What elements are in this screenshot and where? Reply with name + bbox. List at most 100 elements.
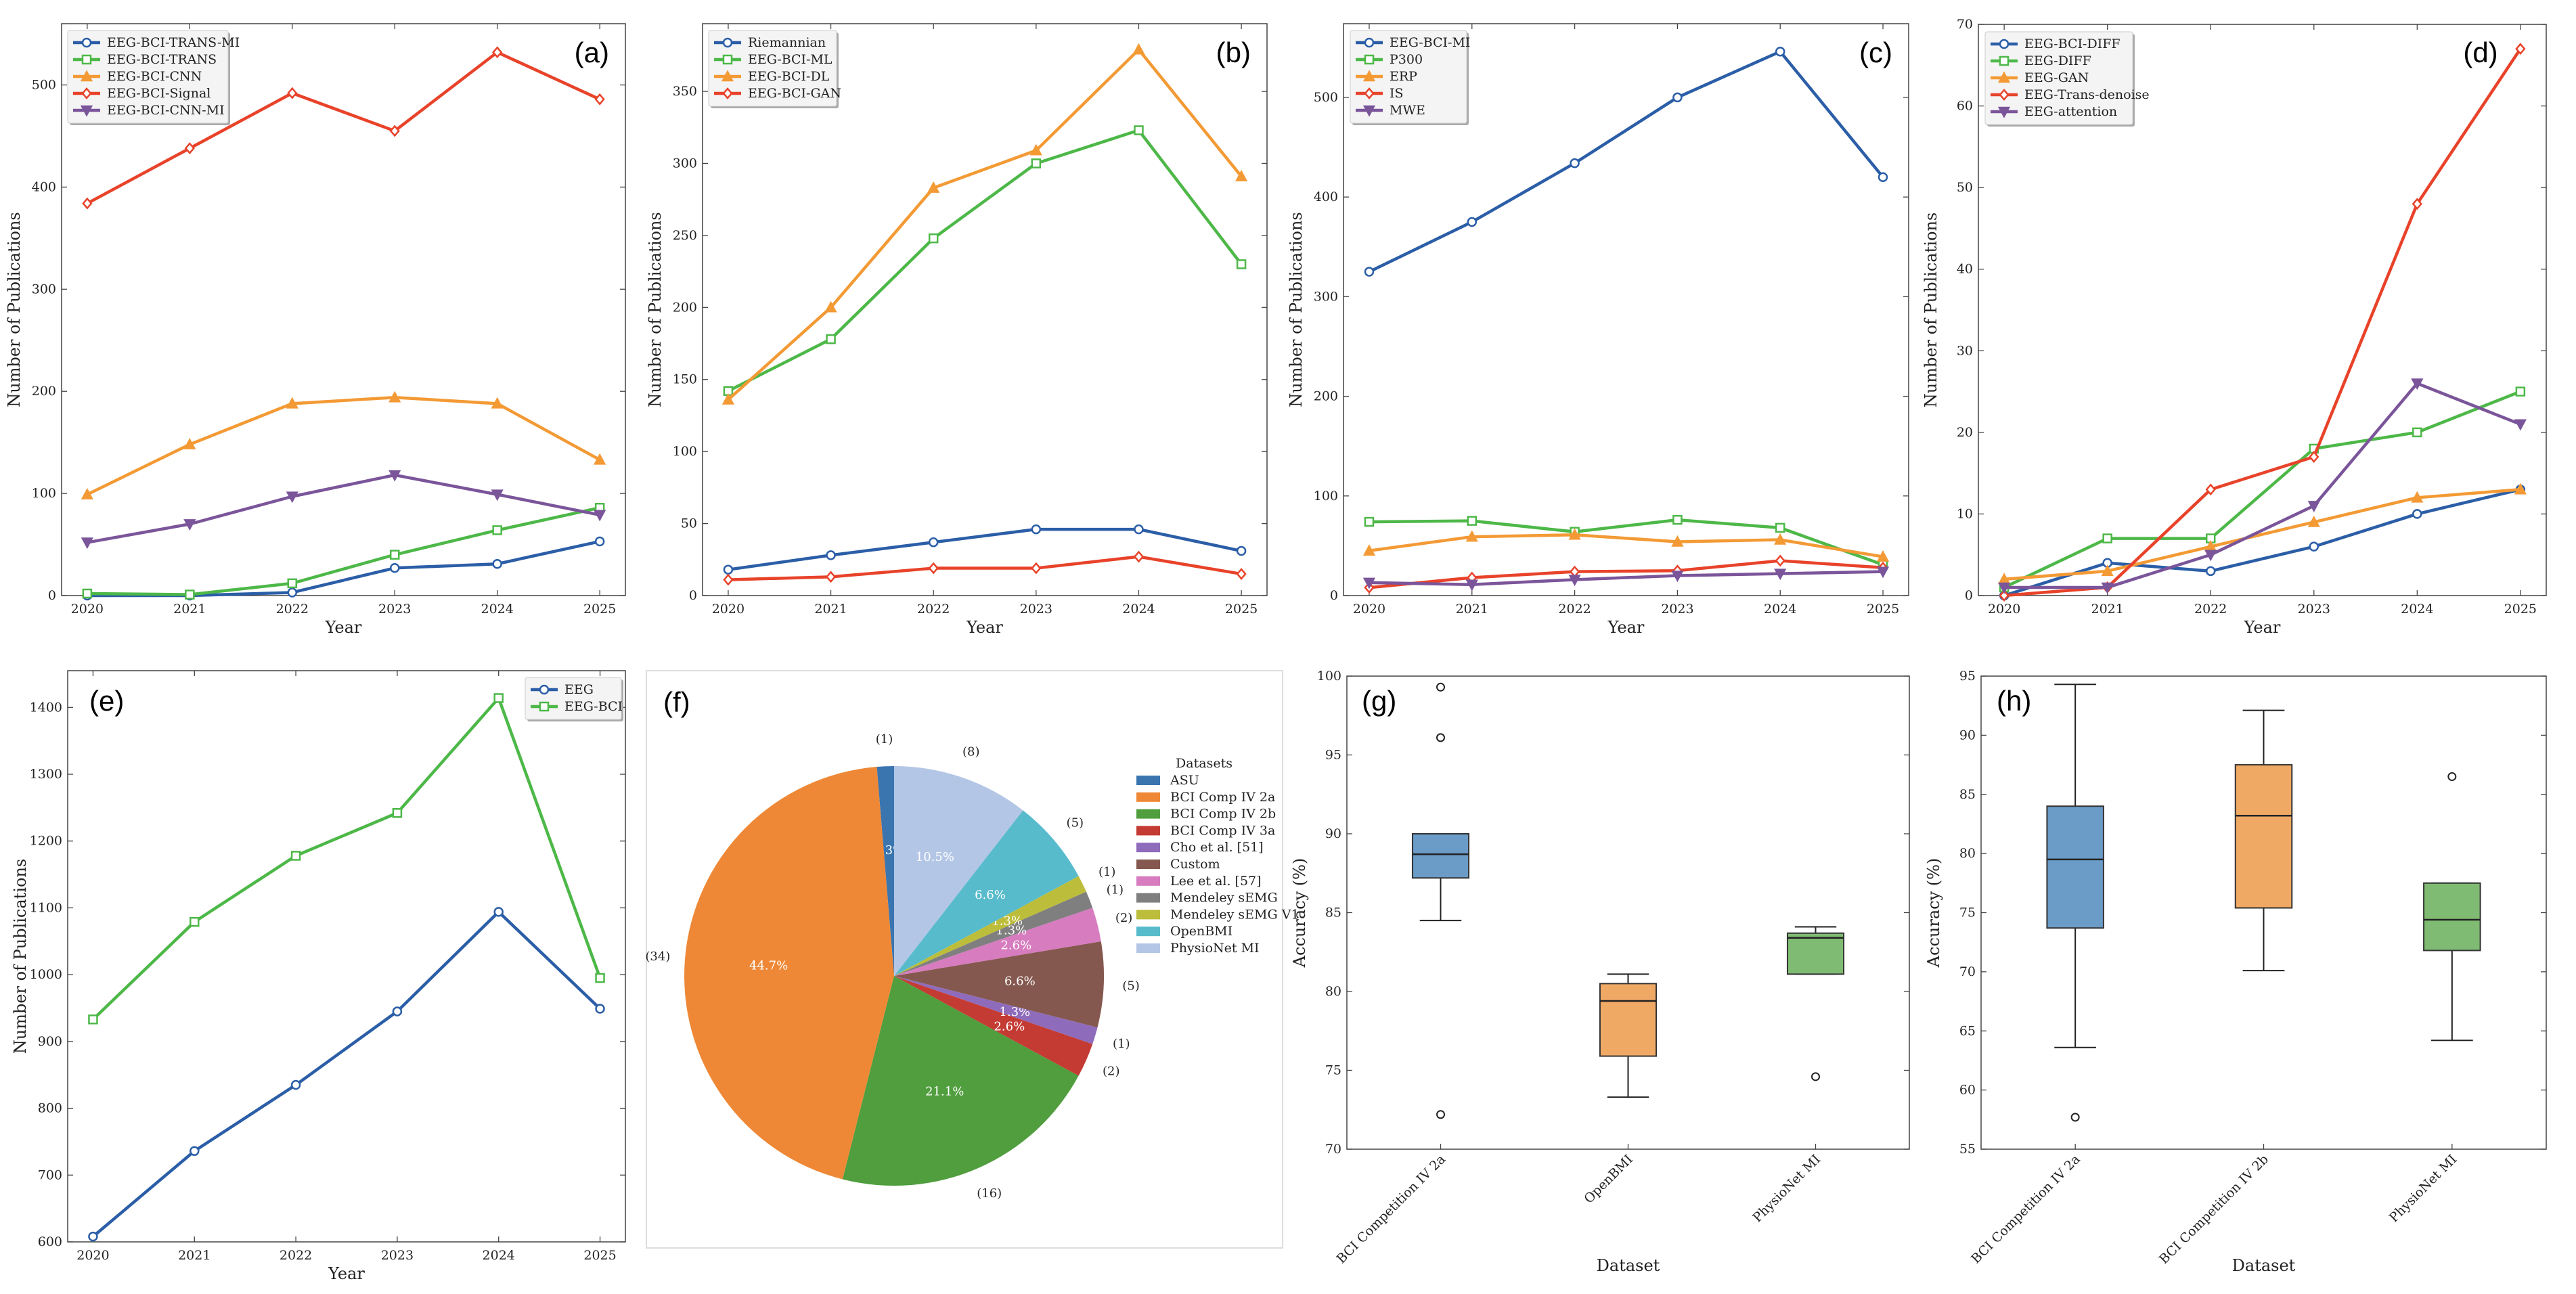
- pie-slice[interactable]: [894, 941, 1104, 1028]
- box-2: [1786, 926, 1845, 1081]
- data-point-square: [1672, 514, 1683, 525]
- outlier-point: [1811, 1072, 1820, 1081]
- series-line: [2003, 488, 2521, 581]
- data-point-circle: [2309, 541, 2319, 552]
- data-point-square: [492, 525, 502, 535]
- data-point-diamond: [81, 87, 92, 99]
- y-axis-label: Accuracy (%): [1290, 858, 1309, 968]
- y-tick-label: 50: [1957, 180, 1973, 195]
- data-point-diamond: [2205, 483, 2216, 496]
- data-point-triangle-up: [721, 70, 734, 82]
- y-tick-label: 0: [1965, 588, 1973, 603]
- data-point-triangle-up: [1029, 143, 1042, 156]
- pie-count-label: (1): [1113, 1037, 1130, 1051]
- x-axis-label: Year: [2244, 618, 2281, 637]
- data-point-triangle-up: [388, 391, 401, 403]
- pie-percent-label: 2.6%: [1000, 938, 1031, 952]
- data-point-triangle-down: [1876, 566, 1890, 579]
- x-tick-label: 2023: [1661, 602, 1693, 617]
- box-0: [1411, 682, 1470, 1119]
- panel-g: 70 75 80 85 90 95 100 Accuracy (%) (g) BCI Compet…: [1290, 669, 1910, 1275]
- y-tick-label: 95: [1325, 748, 1341, 763]
- legend-label: EEG-BCI-GAN: [748, 86, 841, 101]
- series-eeg-trans-denoise: [1999, 43, 2526, 602]
- data-point-triangle-down: [594, 510, 606, 522]
- data-point-triangle-up: [1998, 573, 2011, 585]
- box-1: [2234, 709, 2293, 972]
- x-axis-label: Year: [325, 618, 362, 637]
- legend-label: Lee et al. [57]: [1170, 874, 1262, 889]
- pie-slice[interactable]: [894, 891, 1093, 976]
- x-tick-label: 2025: [1225, 602, 1258, 617]
- x-tick-label: 2024: [481, 602, 514, 617]
- legend-label: EEG-Trans-denoise: [2024, 87, 2150, 102]
- series-line: [2003, 390, 2521, 589]
- legend-label: BCI Comp IV 3a: [1170, 823, 1275, 838]
- data-point-triangle-up: [1362, 544, 1376, 556]
- iqr-box: [2423, 882, 2481, 952]
- legend-label: Custom: [1170, 857, 1220, 872]
- data-point-triangle-up: [1774, 533, 1787, 545]
- data-point-square: [2515, 386, 2526, 397]
- legend-swatch: [1136, 792, 1160, 802]
- panel-b: 0 50 100 150 200 250 300 350 Number of Publicati…: [646, 23, 1268, 637]
- x-tick-label: PhysioNet MI: [2386, 1152, 2460, 1226]
- outlier-point: [2070, 1113, 2080, 1122]
- data-point-triangle-down: [2204, 550, 2217, 562]
- pie-slice[interactable]: [876, 766, 894, 976]
- series-line: [2004, 382, 2521, 589]
- x-tick-label: BCI Competition IV 2a: [1968, 1152, 2083, 1266]
- data-point-square: [722, 54, 733, 65]
- y-axis-label: Number of Publications: [1287, 212, 1306, 407]
- legend-label: EEG-BCI: [564, 699, 623, 714]
- data-point-triangle-up: [2307, 515, 2320, 527]
- data-point-diamond: [1775, 554, 1785, 567]
- pie-slice[interactable]: [684, 767, 894, 1180]
- pie-count-label: (5): [1067, 816, 1084, 830]
- y-tick-label: 500: [1314, 90, 1338, 105]
- data-point-triangle-up: [1876, 550, 1890, 562]
- iqr-box: [2046, 805, 2104, 929]
- data-point-square: [2412, 427, 2422, 438]
- legend-label: EEG-attention: [2024, 104, 2117, 119]
- y-tick-label: 75: [1959, 906, 1976, 920]
- y-tick-label: 250: [673, 228, 697, 243]
- pie-slice[interactable]: [842, 976, 1079, 1186]
- panel-label: (h): [1997, 685, 2031, 717]
- series-eeg-gan: [1998, 483, 2527, 585]
- legend-label: BCI Comp IV 2b: [1170, 807, 1276, 822]
- data-point-square: [1236, 259, 1247, 269]
- y-tick-label: 85: [1325, 906, 1341, 920]
- data-point-square: [190, 916, 200, 927]
- data-point-triangle-down: [1671, 571, 1684, 583]
- legend-box: [525, 677, 622, 720]
- outlier-point: [2447, 772, 2457, 782]
- y-tick-label: 1400: [30, 700, 62, 715]
- iqr-box: [1599, 983, 1658, 1057]
- y-tick-label: 1300: [30, 767, 62, 782]
- legend-label: Mendeley sEMG: [1170, 891, 1278, 906]
- series-mwe: [1362, 566, 1890, 592]
- series-line: [1369, 518, 1884, 566]
- series-eeg-bci-cnn-mi: [81, 470, 606, 550]
- data-point-square: [539, 701, 550, 712]
- pie-count-label: (1): [1098, 865, 1116, 879]
- pie-slice[interactable]: [894, 766, 1023, 976]
- pie-slice[interactable]: [894, 976, 1098, 1044]
- box-0: [2046, 684, 2104, 1122]
- pie-slice[interactable]: [894, 976, 1093, 1076]
- data-point-diamond: [2309, 451, 2319, 463]
- series-line: [86, 396, 601, 496]
- data-point-triangle-down: [2307, 501, 2320, 513]
- pie-slice[interactable]: [894, 810, 1079, 976]
- pie-slice[interactable]: [894, 876, 1086, 976]
- pie-slice[interactable]: [894, 908, 1101, 976]
- series-eeg-bci-signal: [82, 46, 605, 210]
- data-point-triangle-up: [2101, 564, 2114, 577]
- x-tick-label: 2025: [2504, 602, 2537, 617]
- y-tick-label: 80: [1325, 984, 1341, 999]
- data-point-square: [1031, 158, 1042, 169]
- data-point-square: [81, 54, 92, 65]
- y-tick-label: 60: [1957, 99, 1973, 114]
- y-tick-label: 100: [673, 444, 697, 459]
